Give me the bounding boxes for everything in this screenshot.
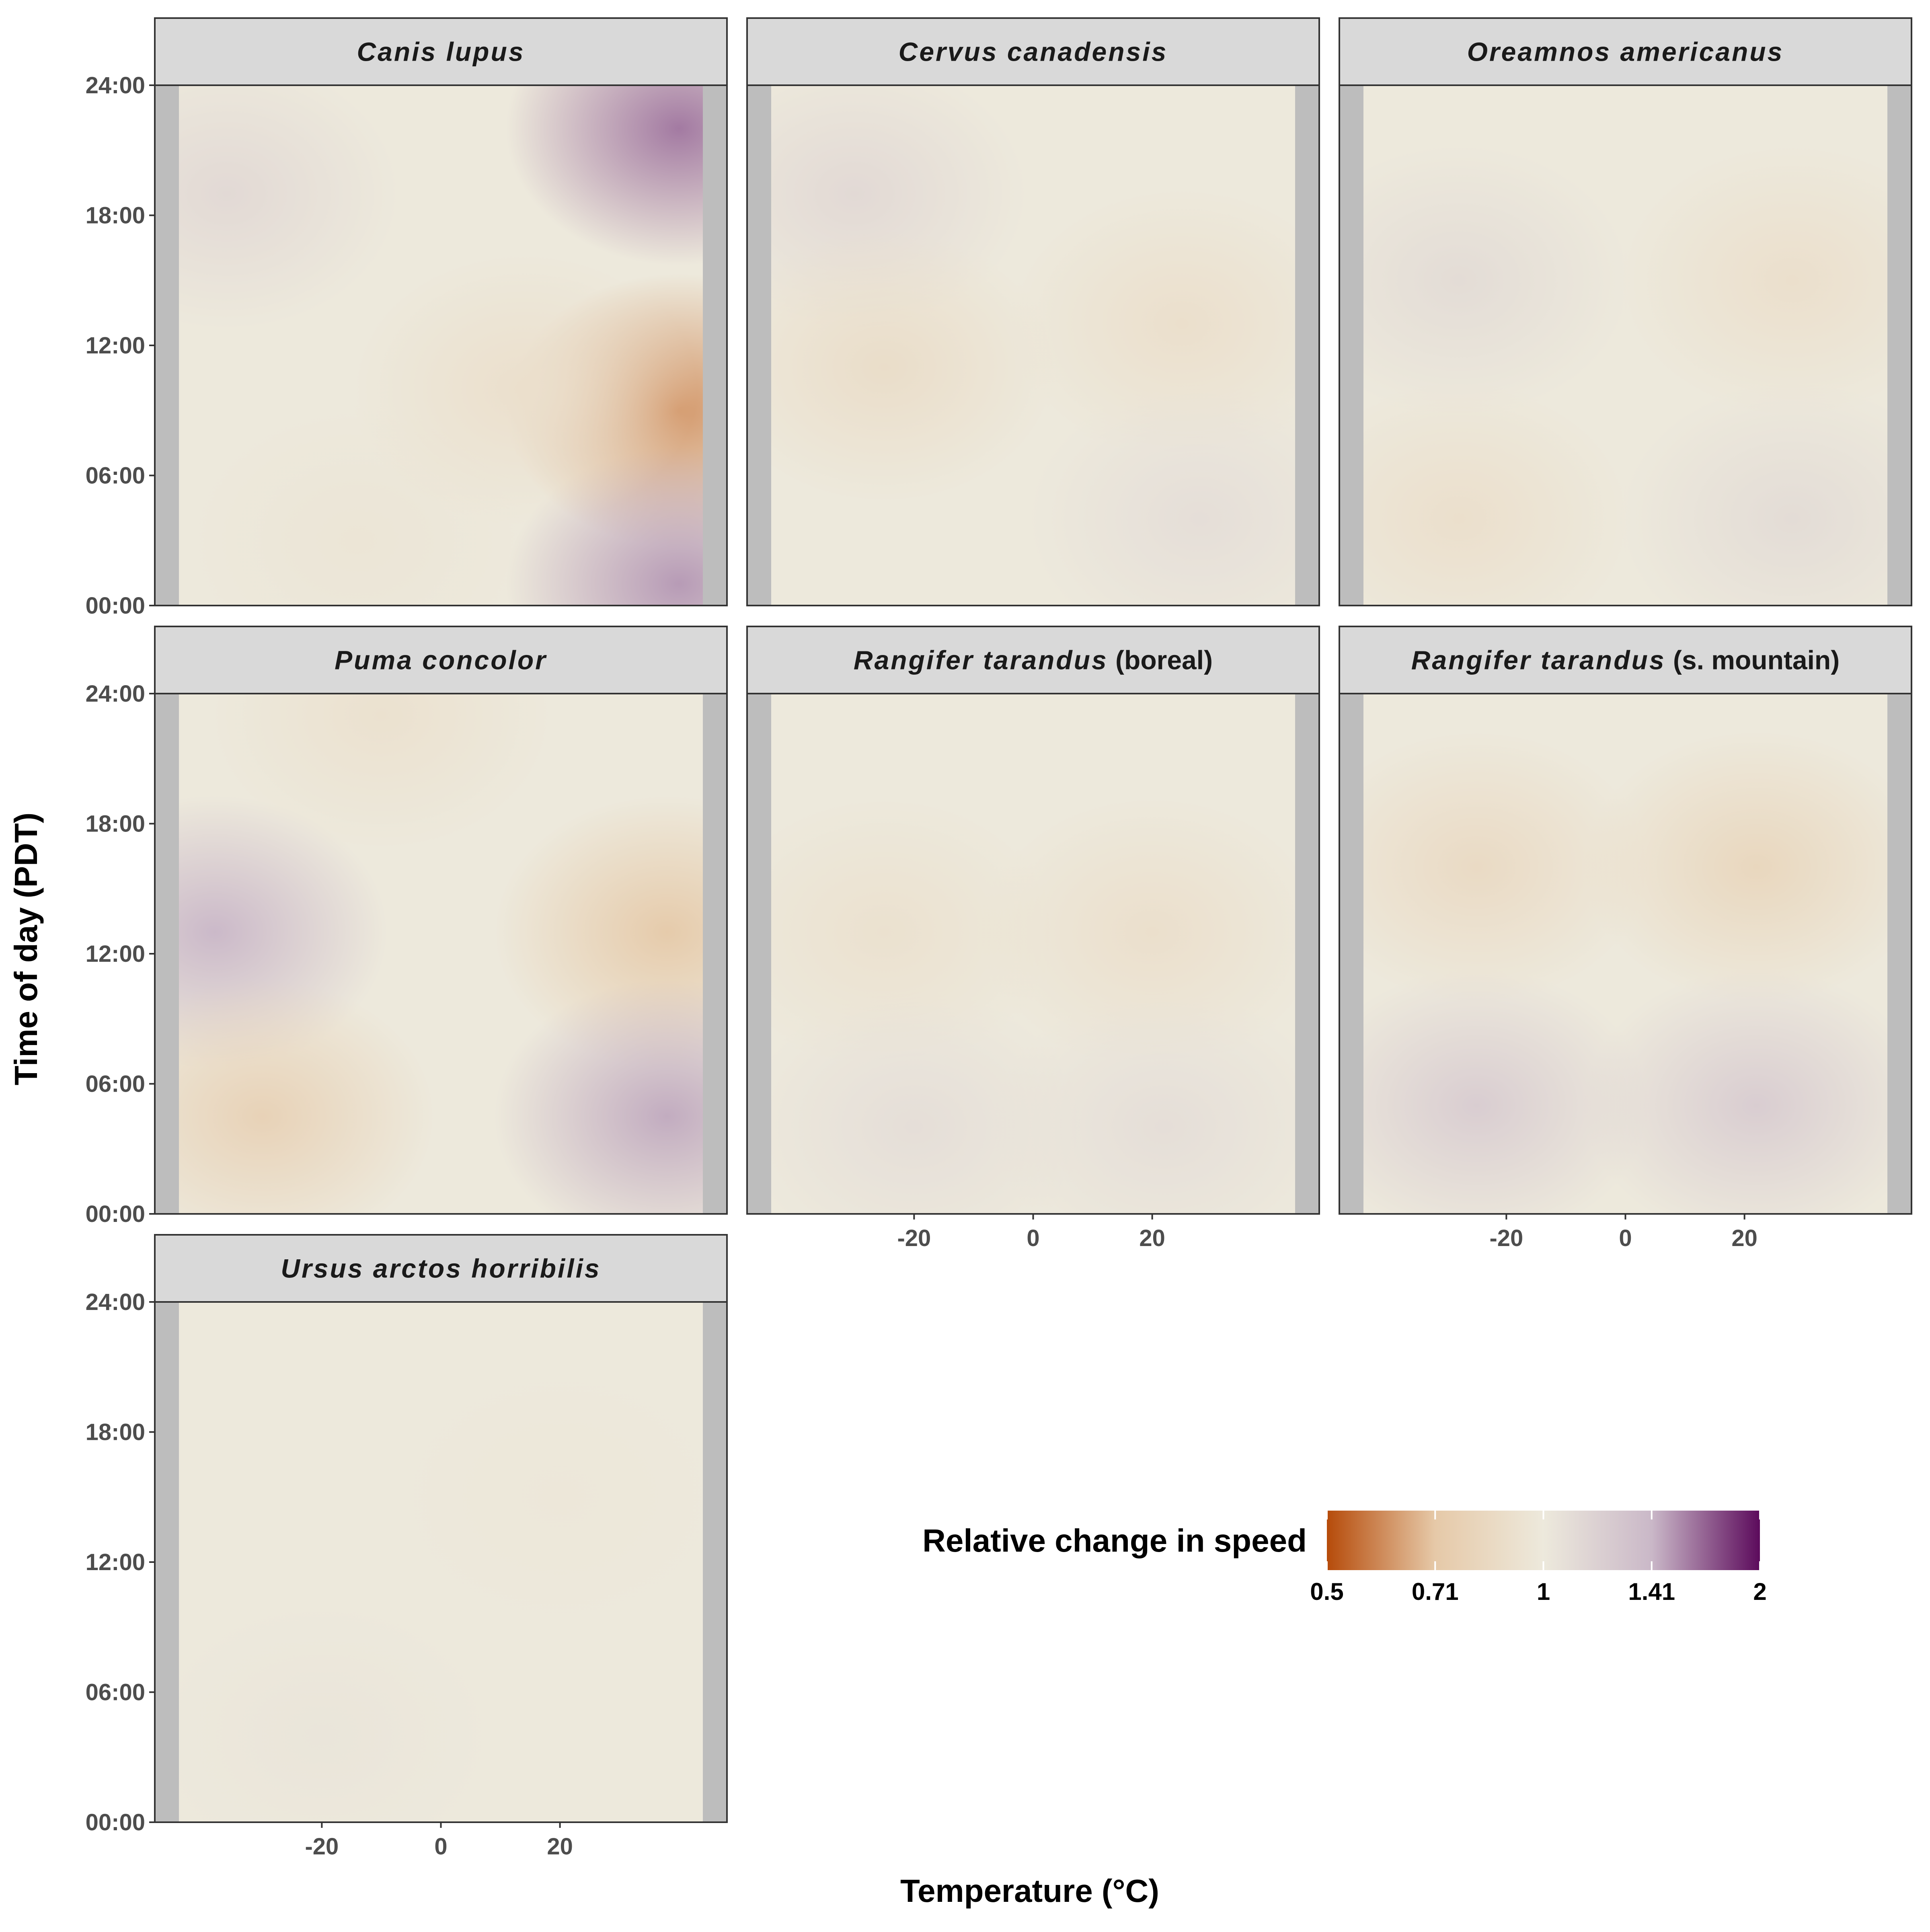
y-axis-title: Time of day (PDT) [8,813,44,1086]
y-tick-label: 00:00 [86,1809,145,1836]
heatmap-cell [1027,382,1319,606]
facet-strip-label: Oreamnos americanus [1467,37,1784,67]
facet-panel: Cervus canadensis [746,17,1320,606]
legend-tick-label: 1.41 [1628,1578,1675,1605]
facet-strip-label: Ursus arctos horribilis [281,1254,601,1283]
na-region [1339,694,1363,1214]
legend-title: Relative change in speed [922,1523,1307,1558]
y-tick-label: 00:00 [86,1201,145,1227]
y-tick-label: 00:00 [86,593,145,619]
x-tick-label: -20 [305,1833,339,1860]
y-tick-label: 24:00 [86,681,145,707]
x-tick-label: 20 [1731,1225,1758,1251]
facet-panel: Oreamnos americanus [1339,17,1912,606]
heatmap-cell [208,694,554,852]
x-tick-label: 20 [1139,1225,1165,1251]
y-tick-label: 06:00 [86,463,145,489]
facet-strip [1339,626,1912,694]
na-region [703,1302,727,1822]
facet-panel: Rangifer tarandus (boreal) -20 0 20 [746,626,1320,1251]
y-tick-label: 12:00 [86,941,145,967]
heatmap-cell [1619,144,1912,417]
na-region [1295,85,1319,606]
facet-panel: Ursus arctos horribilis 00:00 06:00 12:00 18… [86,1234,728,1860]
legend-tick-label: 0.71 [1412,1578,1459,1605]
heatmap-cell [1339,730,1650,1004]
na-region [1295,694,1319,1214]
heatmap-cell [1339,144,1632,417]
facet-strip [1339,17,1912,86]
na-region [155,85,179,606]
y-tick-label: 18:00 [86,1419,145,1445]
na-region [747,85,771,606]
x-tick-label: 0 [1027,1225,1039,1251]
y-tick-label: 18:00 [86,203,145,229]
y-tick-label: 12:00 [86,333,145,359]
facet-strip-label: Puma concolor [335,645,547,675]
y-tick-label: 18:00 [86,811,145,837]
na-region [155,1302,179,1822]
heatmap-cell [747,795,1057,1069]
na-region [1887,694,1912,1214]
facet-strip-label: Rangifer tarandus (boreal) [854,645,1213,675]
heatmap-cell [494,979,727,1214]
facet-strip [746,626,1320,694]
y-tick-label: 24:00 [86,72,145,99]
y-tick-label: 24:00 [86,1289,145,1315]
heatmap-cell [1583,969,1912,1214]
y-tick-label: 06:00 [86,1679,145,1706]
x-tick-label: 0 [1619,1225,1632,1251]
y-tick-label: 12:00 [86,1549,145,1575]
heatmap-cell [506,85,727,265]
na-region [1339,85,1363,606]
legend-colorbar [1327,1511,1760,1570]
heatmap-cell [387,1360,727,1634]
x-tick-label: -20 [1489,1225,1523,1251]
heatmap-cell [979,795,1319,1069]
na-region [1887,85,1912,606]
panel-border [1339,84,1912,606]
na-region [747,694,771,1214]
heatmap-cell [351,252,697,526]
y-tick-label: 06:00 [86,1071,145,1097]
na-region [703,85,727,606]
facet-strip [154,1234,728,1303]
x-tick-label: 20 [547,1833,573,1860]
facet-strip-label: Rangifer tarandus (s. mountain) [1411,645,1840,675]
facet-panel: Canis lupus 00:00 06:00 12:00 18:00 24:00 [86,17,728,619]
facet-strip [154,17,728,86]
x-axis-title: Temperature (°C) [900,1873,1159,1909]
facet-strip-label: Cervus canadensis [899,37,1168,67]
heatmap-cell [155,979,435,1214]
heatmap-cell [991,990,1319,1214]
facet-panel: Puma concolor 00:00 06:00 12:00 18:00 24:00 [86,626,728,1227]
heatmap-cell [1583,730,1912,1004]
na-region [155,694,179,1214]
heatmap-cell [1339,969,1650,1214]
facet-panel: Rangifer tarandus (s. mountain) -20 0 20 [1339,626,1912,1251]
na-region [703,694,727,1214]
heatmap-cell [155,85,400,331]
facet-strip-label: Canis lupus [357,37,525,67]
x-tick-label: -20 [897,1225,931,1251]
heatmap-cell [1339,382,1632,606]
heatmap-cell [155,1599,495,1822]
legend-tick-label: 2 [1753,1578,1766,1605]
panel-border [746,84,1320,606]
facet-strip [154,626,728,694]
legend-tick-label: 0.5 [1310,1578,1343,1605]
heatmap-cell [1619,382,1912,606]
heatmap-cell [747,230,1057,504]
x-tick-label: 0 [434,1833,447,1860]
legend-tick-label: 1 [1537,1578,1550,1605]
